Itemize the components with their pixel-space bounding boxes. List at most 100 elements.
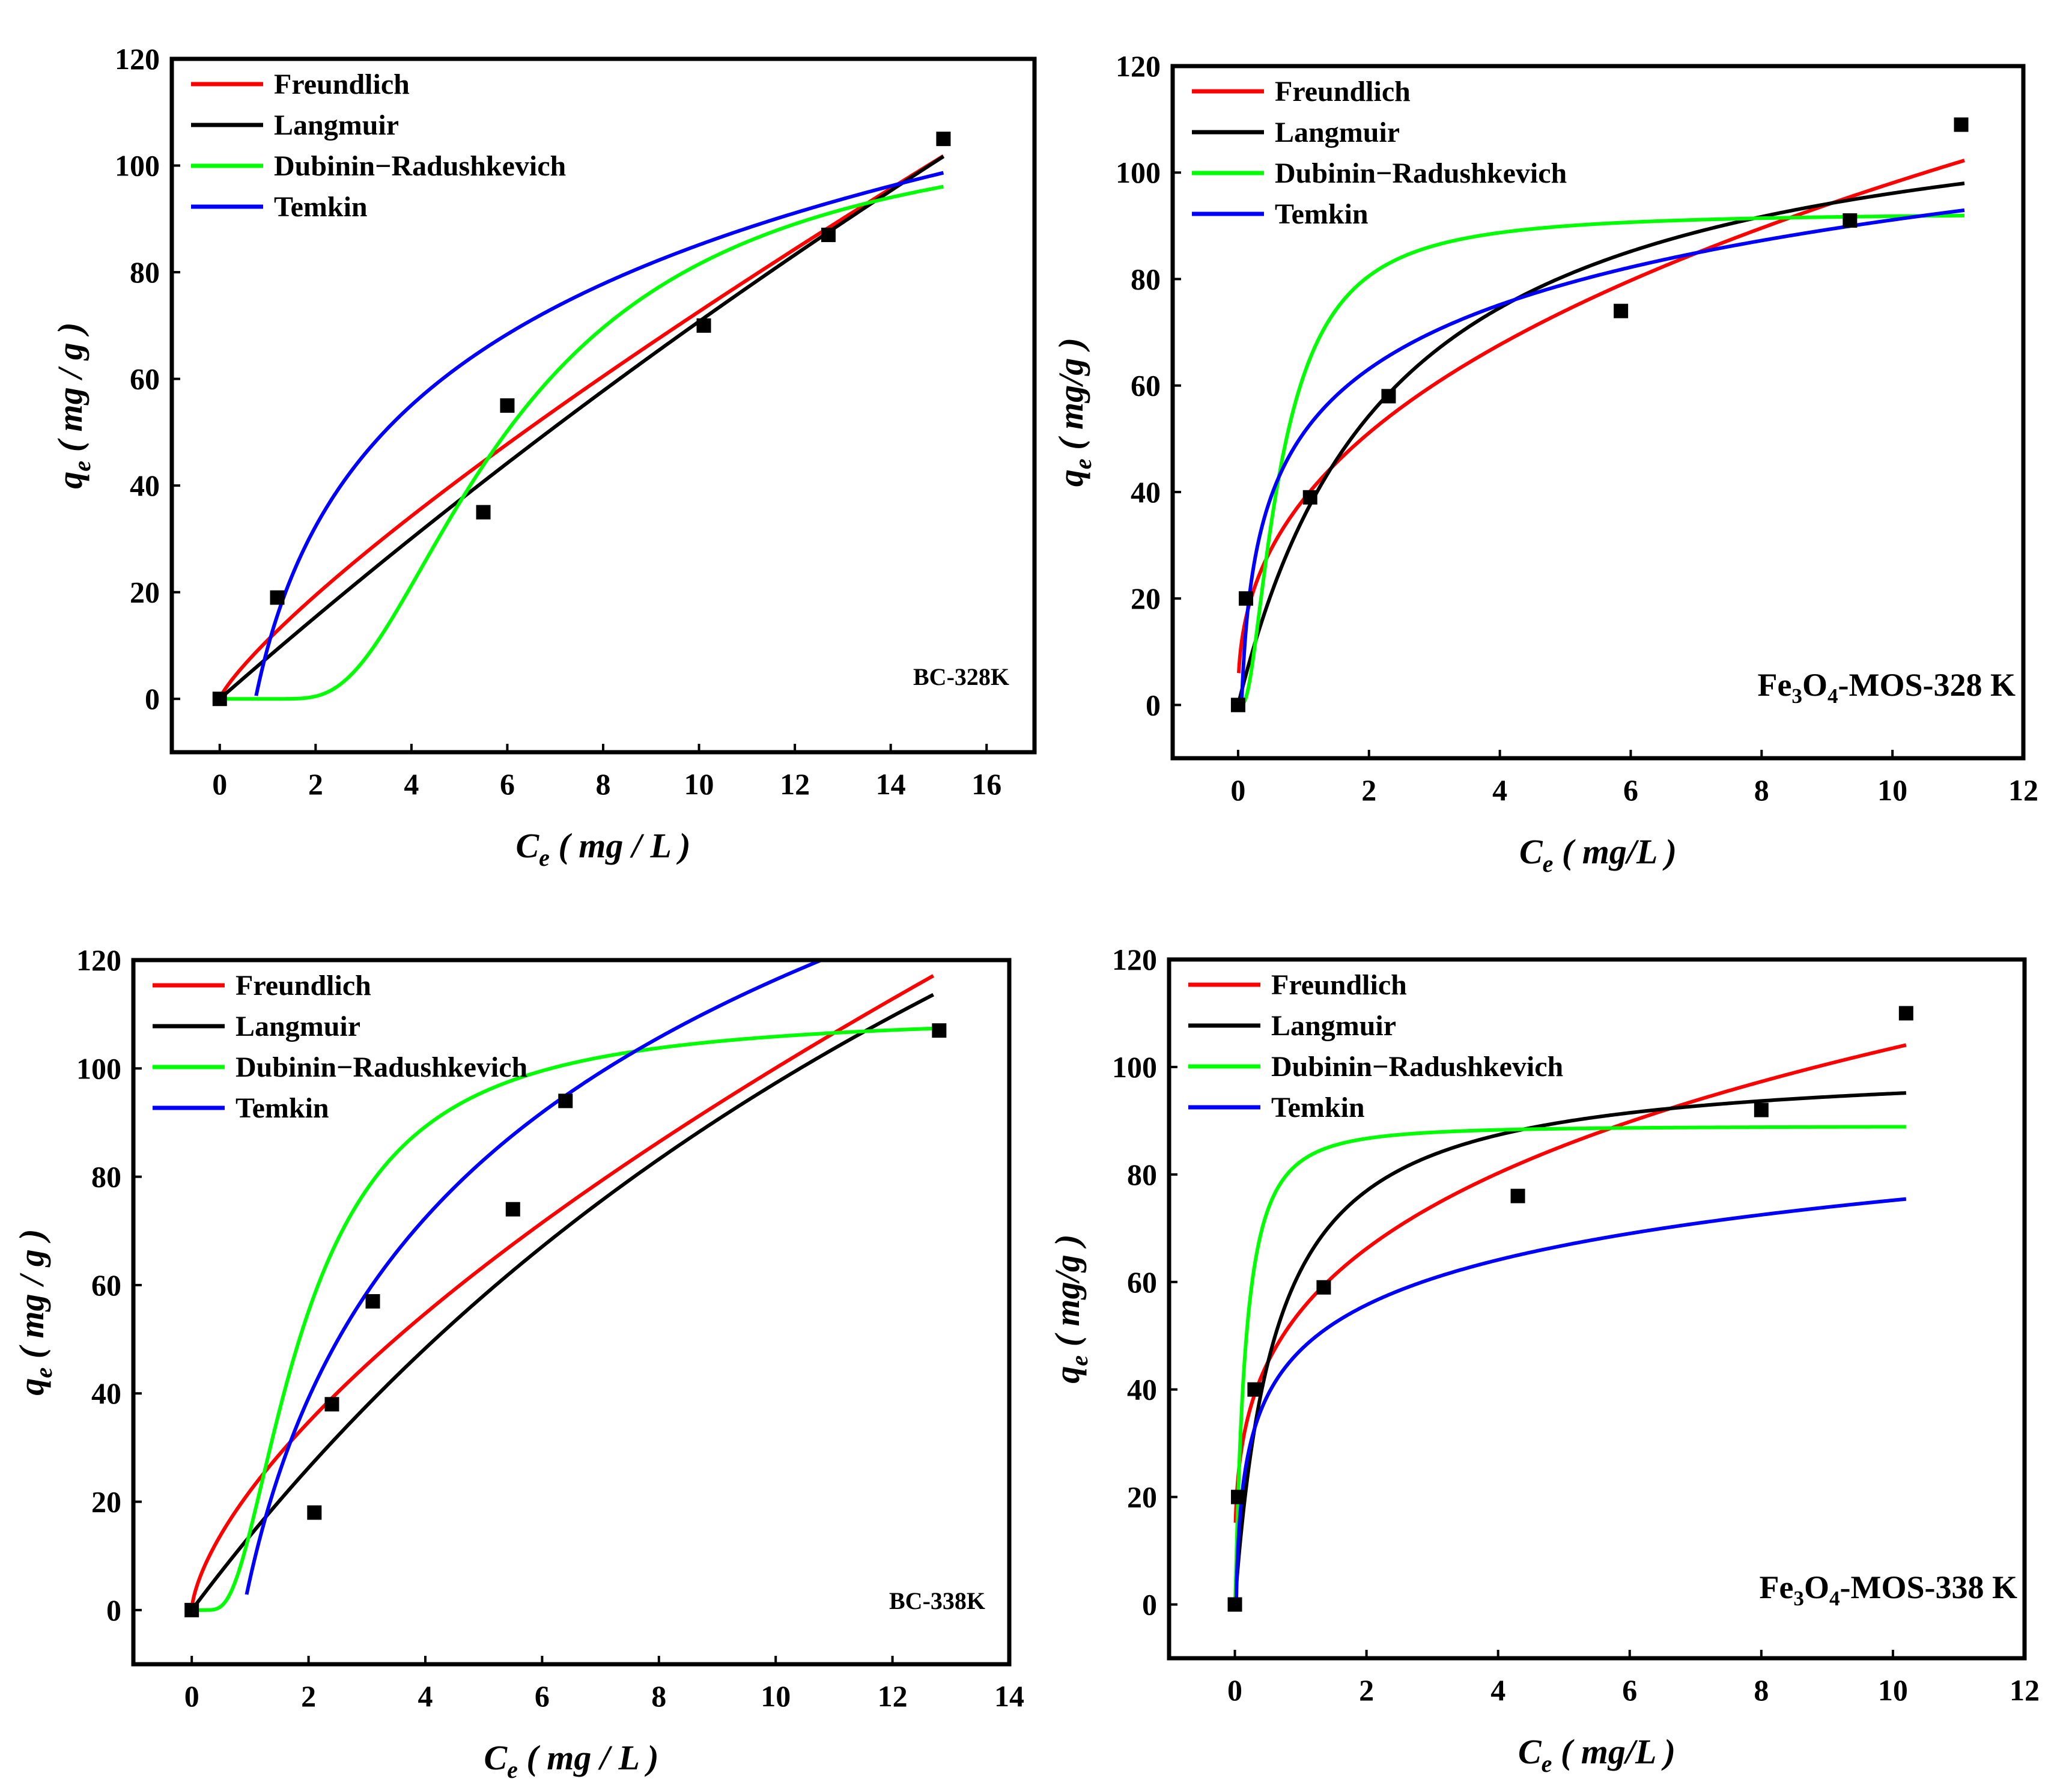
data-point [1381, 389, 1396, 404]
x-tick-label: 4 [1492, 773, 1507, 807]
x-tick-label: 4 [418, 1679, 433, 1713]
series-line-freundlich [219, 154, 944, 699]
y-tick-label: 100 [76, 1051, 121, 1085]
legend-label: Temkin [274, 191, 368, 223]
y-axis-title: qe ( mg/g ) [1048, 1234, 1093, 1383]
legend-label: Langmuir [274, 109, 399, 141]
x-tick-label: 6 [1623, 773, 1638, 807]
data-point [307, 1505, 322, 1520]
y-tick-label: 60 [91, 1268, 121, 1302]
y-tick-label: 0 [145, 682, 160, 716]
panel-label: BC-328K [913, 663, 1009, 690]
data-point [936, 132, 951, 147]
legend: Freundlich Langmuir Dubinin−Radushkevich Te… [191, 68, 566, 223]
data-point [1231, 1489, 1246, 1504]
data-point [821, 227, 836, 242]
legend-label: Dubinin−Radushkevich [274, 150, 566, 182]
y-tick-label: 60 [130, 362, 160, 396]
data-point [558, 1093, 573, 1108]
legend-label: Freundlich [274, 68, 410, 100]
data-point [1230, 698, 1245, 713]
x-tick-label: 8 [1754, 773, 1769, 807]
series-line-langmuir [1233, 1091, 1906, 1607]
x-tick-label: 0 [184, 1679, 199, 1713]
chart-panel-2: 0 2 4 6 8 10 12020406080100120FreundlichLangmu… [1051, 49, 2038, 877]
x-tick-label: 2 [308, 767, 323, 801]
x-axis-title: Ce ( mg / L ) [484, 1738, 658, 1783]
y-tick-label: 40 [1127, 1373, 1157, 1406]
y-tick-label: 100 [1116, 156, 1161, 189]
y-tick-label: 120 [76, 943, 121, 977]
y-tick-label: 40 [91, 1376, 121, 1410]
y-tick-label: 0 [1146, 688, 1161, 722]
series-line-temkin [254, 171, 944, 698]
y-tick-label: 0 [106, 1593, 121, 1627]
chart-panel-4: 0 2 4 6 8 10 12020406080100120FreundlichLangmu… [1048, 943, 2040, 1777]
x-tick-label: 6 [500, 767, 515, 801]
y-tick-label: 100 [1112, 1050, 1157, 1084]
x-tick-label: 4 [404, 767, 419, 801]
series-line-dr [217, 184, 944, 701]
y-tick-label: 20 [130, 576, 160, 609]
data-point [1238, 591, 1253, 606]
legend-label: Freundlich [1275, 76, 1411, 108]
y-tick-label: 80 [130, 255, 160, 289]
series-line-temkin [1234, 1197, 1907, 1607]
data-point [1954, 117, 1969, 132]
legend-label: Temkin [235, 1092, 329, 1124]
data-point [365, 1294, 380, 1309]
legend-label: Dubinin−Radushkevich [1271, 1051, 1563, 1083]
x-tick-label: 8 [651, 1679, 666, 1713]
legend-label: Dubinin−Radushkevich [1275, 157, 1567, 189]
legend-label: Langmuir [1275, 117, 1400, 148]
panel-label: Fe3O4-MOS-328 K [1757, 667, 2016, 708]
x-tick-label: 10 [1877, 773, 1907, 807]
x-tick-label: 0 [1230, 773, 1245, 807]
x-tick-label: 2 [301, 1679, 316, 1713]
fit-curves [1233, 1043, 1907, 1607]
fit-curves [190, 960, 935, 1612]
data-point [184, 1602, 199, 1617]
data-point [1843, 213, 1858, 228]
legend-label: Temkin [1275, 198, 1369, 230]
data-point [505, 1202, 520, 1217]
x-tick-label: 16 [971, 767, 1001, 801]
series-line-langmuir [190, 993, 935, 1612]
series-line-freundlich [1237, 159, 1965, 675]
legend: Freundlich Langmuir Dubinin−Radushkevich Te… [153, 970, 527, 1124]
legend-label: Freundlich [1271, 969, 1407, 1001]
y-tick-label: 0 [1142, 1588, 1157, 1622]
x-axis-title: Ce ( mg/L ) [1519, 832, 1677, 877]
plot-frame [1170, 64, 2026, 761]
y-tick-label: 40 [1131, 475, 1161, 509]
y-tick-label: 60 [1131, 369, 1161, 403]
x-axis-title: Ce ( mg / L ) [515, 826, 690, 871]
data-point [1898, 1006, 1913, 1021]
x-tick-label: 12 [2008, 773, 2038, 807]
data-point [324, 1397, 339, 1412]
legend-label: Dubinin−Radushkevich [235, 1051, 527, 1083]
plot-frame [131, 958, 1012, 1667]
y-tick-label: 40 [130, 469, 160, 502]
y-tick-label: 120 [1116, 49, 1161, 83]
x-tick-label: 6 [535, 1679, 550, 1713]
y-tick-label: 120 [115, 42, 160, 76]
x-tick-label: 10 [761, 1679, 791, 1713]
chart-panel-3: 0 2 4 6 8 10 12 14 0 20 40 60 80 100 120 Freundlich Lang… [12, 943, 1024, 1783]
panel-label: Fe3O4-MOS-338 K [1759, 1569, 2017, 1610]
series-line-temkin [1239, 208, 1965, 704]
fit-curves [217, 154, 945, 701]
x-tick-label: 14 [994, 1679, 1024, 1713]
chart-panel-1: 0 2 4 6 8 10 12 14 16 0 20 40 60 80 100 120 Freundlich La… [50, 42, 1037, 871]
series-line-langmuir [1236, 181, 1965, 707]
x-tick-label: 12 [2010, 1673, 2040, 1707]
x-tick-label: 6 [1622, 1673, 1637, 1707]
series-line-dr [1233, 1125, 1906, 1607]
y-axis-title: qe ( mg/g ) [1051, 338, 1096, 487]
data-point [212, 692, 227, 707]
data-point [1227, 1597, 1242, 1612]
series-line-langmuir [217, 154, 945, 701]
data-points [212, 132, 951, 707]
y-tick-label: 120 [1112, 943, 1157, 976]
